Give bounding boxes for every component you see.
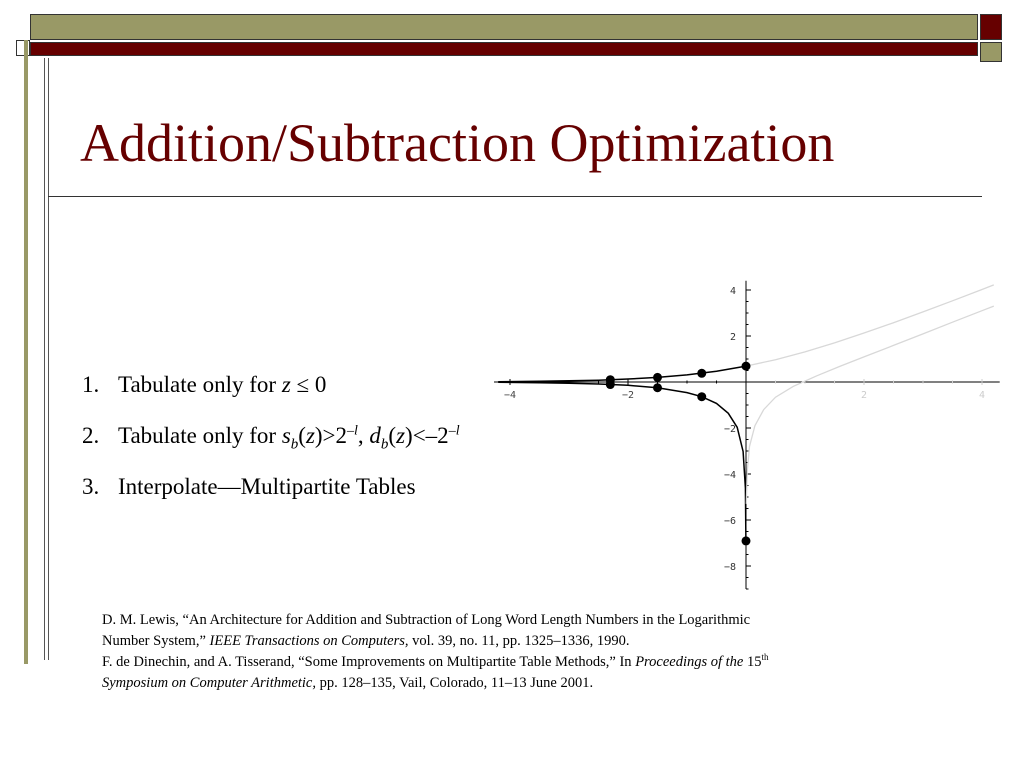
sample-point [741, 536, 751, 546]
y-tick-label: 2 [730, 332, 736, 343]
list-number: 2. [82, 423, 100, 448]
sample-point [605, 380, 615, 390]
left-thin-rule-outer [44, 58, 45, 660]
sample-point [697, 392, 707, 402]
sample-point [741, 361, 751, 371]
corner-square-right-top [980, 14, 1002, 40]
title-underline [48, 196, 982, 197]
list-number: 3. [82, 474, 100, 499]
s_b-negative-curve [498, 365, 747, 383]
y-tick-label: −4 [724, 470, 736, 481]
d_b-negative-curve [498, 381, 747, 541]
list-text: Tabulate only for sb(z)>2–l, db(z)<–2–l [118, 423, 460, 453]
d_b-positive-curve [745, 305, 995, 504]
y-tick-label: −2 [724, 424, 736, 435]
reference-1: D. M. Lewis, “An Architecture for Additi… [102, 612, 751, 649]
list-text: Tabulate only for z ≤ 0 [118, 372, 327, 397]
list-item: 1. Tabulate only for z ≤ 0 [82, 372, 460, 423]
list-number: 1. [82, 372, 100, 397]
y-tick-label: −8 [724, 562, 736, 573]
list-item: 2. Tabulate only for sb(z)>2–l, db(z)<–2… [82, 423, 460, 474]
list-item: 3. Interpolate—Multipartite Tables [82, 474, 460, 525]
corner-square-right-bottom [980, 42, 1002, 62]
s_b-positive-curve [745, 284, 995, 367]
header-maroon-bar [30, 42, 978, 56]
y-tick-label: −6 [724, 516, 736, 527]
sb-db-function-plot: −4 −2 2 4 4 2 −2 −4 −6 −8 [494, 280, 1000, 590]
list-text: Interpolate—Multipartite Tables [118, 474, 416, 499]
reference-2: F. de Dinechin, and A. Tisserand, “Some … [102, 652, 769, 691]
left-olive-rule [24, 40, 28, 664]
y-tick-label: 4 [730, 286, 736, 297]
x-tick-label: 2 [861, 390, 867, 401]
sample-point [653, 372, 662, 382]
sample-point [697, 368, 707, 378]
x-tick-label: −4 [504, 390, 516, 401]
sample-point [653, 383, 662, 393]
slide-title: Addition/Subtraction Optimization [80, 113, 835, 173]
bullet-list: 1. Tabulate only for z ≤ 0 2. Tabulate o… [82, 372, 460, 525]
x-tick-label: 4 [979, 390, 985, 401]
references: D. M. Lewis, “An Architecture for Additi… [102, 610, 932, 694]
header-olive-bar [30, 14, 978, 40]
left-thin-rule-inner [48, 58, 49, 660]
x-tick-label: −2 [622, 390, 634, 401]
